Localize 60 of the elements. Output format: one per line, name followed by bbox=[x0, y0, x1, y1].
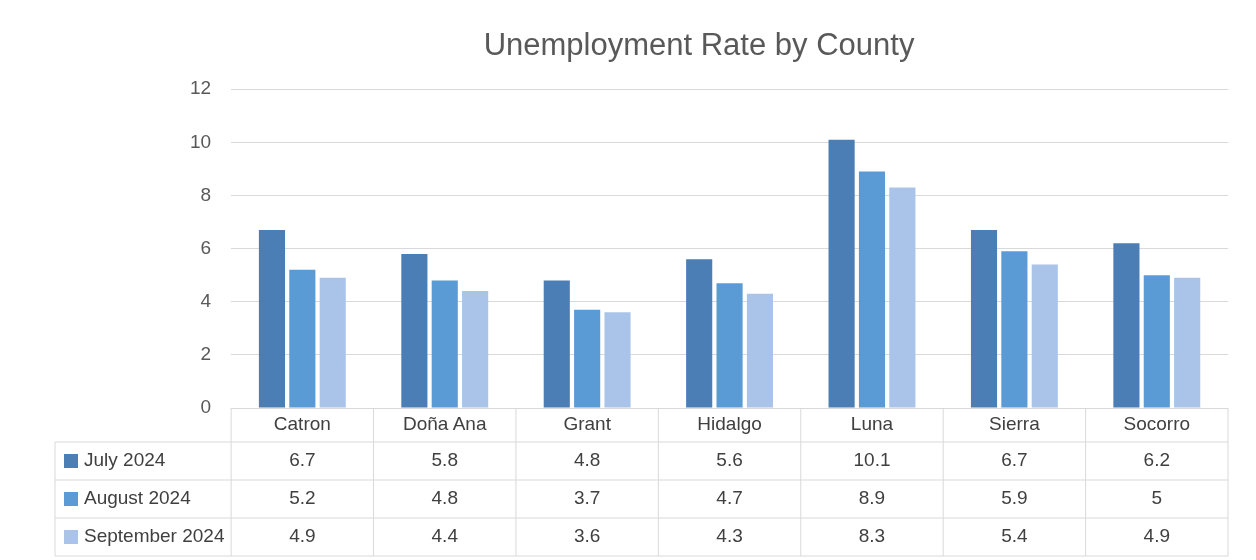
x-tick-label: Sierra bbox=[989, 413, 1041, 435]
data-label: 3.6 bbox=[573, 525, 601, 547]
data-label: 8.9 bbox=[858, 487, 886, 509]
bar bbox=[543, 280, 570, 408]
bar bbox=[716, 283, 743, 408]
bar bbox=[319, 277, 346, 408]
x-tick-label: Doña Ana bbox=[403, 413, 487, 435]
y-tick-label: 4 bbox=[200, 289, 212, 311]
bar bbox=[828, 139, 855, 408]
data-label: 5.8 bbox=[431, 449, 458, 471]
data-label: 6.7 bbox=[289, 449, 316, 471]
data-label: 5.2 bbox=[289, 487, 316, 509]
x-tick-label: Luna bbox=[850, 413, 894, 435]
x-tick-label: Socorro bbox=[1123, 413, 1191, 435]
legend-label: September 2024 bbox=[84, 525, 225, 547]
y-tick-label: 12 bbox=[189, 77, 212, 99]
bar bbox=[401, 253, 428, 408]
data-label: 5.4 bbox=[1001, 525, 1029, 547]
x-tick-label: Grant bbox=[563, 413, 612, 435]
bar bbox=[686, 259, 713, 408]
y-tick-label: 10 bbox=[189, 130, 212, 152]
bar bbox=[858, 171, 886, 408]
data-label: 4.8 bbox=[573, 449, 601, 471]
bar bbox=[746, 293, 774, 408]
y-tick-label: 6 bbox=[200, 236, 212, 258]
bar bbox=[1143, 275, 1170, 408]
data-label: 4.8 bbox=[431, 487, 458, 509]
bar bbox=[431, 280, 458, 408]
data-label: 6.7 bbox=[1001, 449, 1028, 471]
y-tick-label: 2 bbox=[200, 343, 212, 365]
data-label: 4.4 bbox=[431, 525, 459, 547]
bar bbox=[970, 230, 998, 408]
data-label: 5.9 bbox=[1001, 487, 1028, 509]
data-label: 4.3 bbox=[716, 525, 743, 547]
data-label: 4.7 bbox=[716, 487, 743, 509]
data-label: 3.7 bbox=[573, 487, 601, 509]
data-label: 10.1 bbox=[853, 449, 891, 471]
bar bbox=[1113, 243, 1140, 408]
y-tick-label: 0 bbox=[200, 396, 212, 418]
bar bbox=[604, 312, 631, 408]
bar bbox=[1001, 251, 1028, 408]
legend-label: August 2024 bbox=[84, 487, 192, 509]
chart-title: Unemployment Rate by County bbox=[483, 27, 915, 63]
bar bbox=[1174, 277, 1201, 408]
bar bbox=[462, 291, 489, 408]
data-label: 6.2 bbox=[1143, 449, 1171, 471]
data-label: 4.9 bbox=[289, 525, 316, 547]
bar bbox=[1031, 264, 1058, 408]
bar bbox=[289, 269, 316, 408]
legend-label: July 2024 bbox=[84, 449, 166, 471]
data-label: 5.6 bbox=[716, 449, 743, 471]
bar bbox=[258, 230, 286, 408]
x-tick-label: Catron bbox=[273, 413, 331, 435]
x-tick-label: Hidalgo bbox=[697, 413, 762, 435]
data-label: 4.9 bbox=[1143, 525, 1171, 547]
bar bbox=[574, 309, 601, 408]
data-label: 8.3 bbox=[858, 525, 886, 547]
y-tick-label: 8 bbox=[200, 183, 212, 205]
data-label: 5 bbox=[1151, 487, 1163, 509]
bar bbox=[889, 187, 916, 408]
